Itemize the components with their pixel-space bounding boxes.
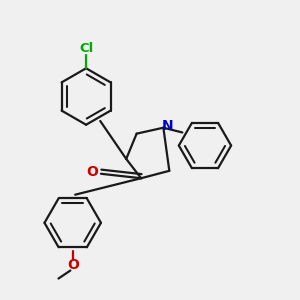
Text: Cl: Cl <box>79 42 93 56</box>
Text: O: O <box>87 165 99 179</box>
Text: O: O <box>67 258 79 272</box>
Text: N: N <box>162 119 174 133</box>
